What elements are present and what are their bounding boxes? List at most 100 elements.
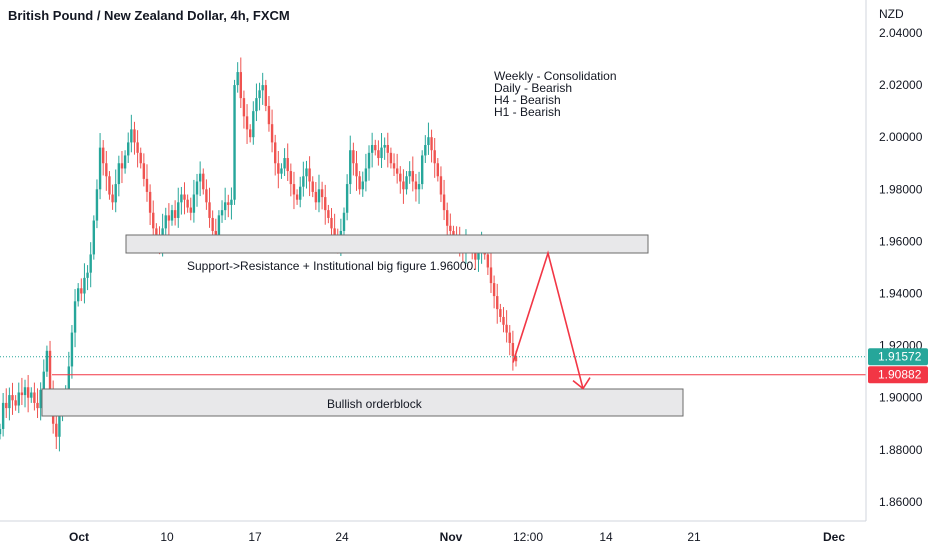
- candle-body: [202, 173, 205, 190]
- candle-body: [98, 147, 102, 190]
- candle-body: [420, 155, 424, 185]
- candle-body: [173, 210, 177, 218]
- level-price-value: 1.90882: [878, 368, 922, 382]
- price-tick-label: 1.94000: [879, 287, 923, 301]
- candle-body: [39, 389, 42, 409]
- candle-body: [17, 392, 20, 406]
- price-tick-label: 1.90000: [879, 391, 923, 405]
- candle-body: [508, 332, 511, 343]
- candle-body: [55, 423, 58, 437]
- candle-body: [89, 254, 92, 273]
- price-tick-label: 1.88000: [879, 443, 923, 457]
- candle-body: [474, 251, 477, 260]
- candle-body: [295, 194, 299, 200]
- candle-body: [108, 176, 111, 195]
- candle-body: [86, 272, 89, 278]
- candle-body: [139, 152, 142, 164]
- candle-body: [248, 129, 252, 138]
- candle-body: [76, 288, 80, 302]
- candle-body: [439, 176, 443, 195]
- candle-body: [230, 199, 233, 205]
- note-weekly: Weekly - Consolidation: [494, 69, 617, 83]
- candle-body: [361, 181, 364, 190]
- candle-body: [311, 181, 314, 192]
- candle-body: [380, 147, 383, 159]
- timeframe-notes: Weekly - Consolidation Daily - Bearish H…: [494, 69, 617, 119]
- note-h1: H1 - Bearish: [494, 105, 561, 119]
- candle-body: [45, 350, 49, 372]
- candle-body: [145, 178, 149, 192]
- candle-body: [383, 145, 386, 148]
- candle-body: [142, 163, 146, 179]
- currency-label: NZD: [879, 7, 904, 21]
- candle-body: [283, 158, 286, 169]
- candle-body: [252, 111, 255, 138]
- candle-body: [192, 194, 196, 213]
- candle-body: [114, 184, 117, 203]
- level-price-tag: 1.90882: [868, 366, 928, 384]
- candle-body: [370, 145, 374, 153]
- resistance-zone[interactable]: [125, 234, 649, 254]
- candle-body: [299, 186, 302, 200]
- candle-body: [105, 163, 108, 177]
- candle-body: [364, 168, 368, 182]
- time-tick-label: Oct: [69, 530, 89, 544]
- candle-body: [170, 210, 174, 221]
- candle-body: [320, 189, 324, 198]
- candle-body: [486, 254, 490, 268]
- candle-body: [14, 400, 17, 406]
- candle-body: [36, 402, 39, 409]
- candle-body: [130, 129, 133, 143]
- price-tick-label: 1.86000: [879, 495, 923, 509]
- candle-body: [120, 163, 124, 169]
- candle-body: [189, 207, 192, 213]
- candle-body: [449, 225, 452, 231]
- candle-body: [302, 176, 305, 187]
- candle-body: [499, 309, 502, 317]
- candle-body: [83, 277, 86, 294]
- projection-arrowhead: [572, 377, 591, 390]
- candle-body: [155, 228, 158, 237]
- candle-body: [358, 176, 361, 190]
- last-price-value: 1.91572: [878, 350, 922, 364]
- candle-body: [270, 124, 274, 143]
- candle-body: [405, 176, 408, 190]
- candle-body: [280, 168, 283, 174]
- candle-body: [205, 189, 208, 203]
- candle-body: [70, 332, 74, 367]
- candle-body: [208, 202, 211, 218]
- candle-body: [92, 220, 96, 255]
- candle-body: [214, 230, 217, 237]
- last-price-tag: 1.91572: [868, 348, 928, 366]
- candle-body: [286, 158, 289, 172]
- time-axis[interactable]: Oct 10 17 24 Nov 12:00 14 21 Dec: [69, 530, 845, 544]
- candle-body: [317, 189, 321, 203]
- candle-body: [511, 342, 515, 357]
- candle-body: [80, 288, 83, 294]
- candle-body: [330, 217, 333, 229]
- time-tick-label: 17: [248, 530, 262, 544]
- candle-body: [355, 163, 358, 177]
- candle-body: [117, 163, 121, 185]
- candle-body: [5, 402, 8, 409]
- candle-body: [223, 202, 227, 211]
- candle-body: [102, 147, 105, 164]
- candle-body: [502, 316, 505, 325]
- price-tick-label: 2.00000: [879, 130, 923, 144]
- projection-path[interactable]: [512, 250, 584, 389]
- candle-body: [227, 202, 230, 205]
- candle-body: [430, 137, 433, 151]
- candle-body: [436, 163, 440, 177]
- price-axis[interactable]: 2.04000 2.02000 2.00000 1.98000 1.96000 1.940…: [879, 26, 923, 509]
- candle-body: [349, 150, 352, 185]
- candle-body: [258, 90, 261, 99]
- candle-body: [374, 145, 377, 151]
- candle-body: [20, 392, 24, 396]
- candle-body: [148, 191, 152, 213]
- candle-body: [433, 150, 436, 164]
- orderblock-zone[interactable]: [41, 388, 684, 417]
- candle-body: [327, 210, 330, 218]
- candle-body: [452, 230, 455, 237]
- candle-body: [417, 184, 421, 190]
